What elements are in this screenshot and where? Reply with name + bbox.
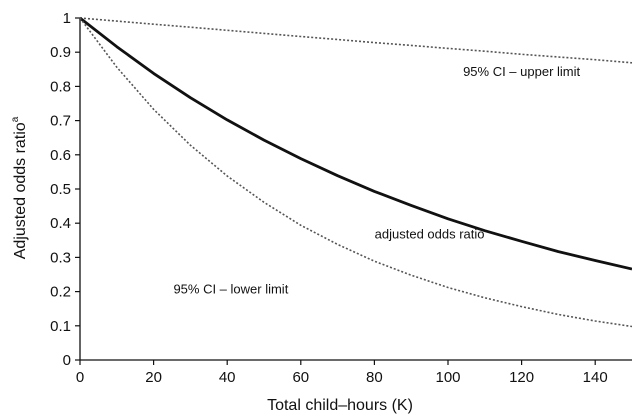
x-axis-title: Total child–hours (K) [267,397,413,414]
annotation-label: 95% CI – upper limit [463,64,580,79]
series-line-95-ci-upper-limit [79,17,632,64]
y-tick-label: 1 [63,10,71,27]
y-tick-label: 0.1 [50,318,71,335]
y-axis: 0 0.1 0.2 0.3 0.4 0.5 0.6 0.7 0.8 0.9 1 [50,10,81,369]
y-tick-label: 0.7 [50,113,71,130]
x-tick-label: 120 [509,369,534,386]
annotation-label: 95% CI – lower limit [173,281,288,296]
y-tick-label: 0 [63,352,71,369]
x-tick-label: 80 [366,369,383,386]
x-tick-label: 140 [583,369,608,386]
x-axis: 0 20 40 60 80 100 120 140 [76,359,632,386]
y-axis-title-superscript: a [10,116,21,122]
x-tick-label: 60 [292,369,309,386]
x-tick-label: 0 [76,369,84,386]
x-tick-label: 100 [435,369,460,386]
y-tick-label: 0.8 [50,78,71,95]
series-layer [79,16,632,328]
y-axis-title: Adjusted odds ratioa [10,116,29,259]
annotation-layer: 95% CI – upper limit adjusted odds ratio 9… [173,64,580,296]
y-tick-label: 0.4 [50,215,71,232]
y-tick-label: 0.2 [50,284,71,301]
y-tick-label: 0.9 [50,44,71,61]
y-tick-label: 0.6 [50,147,71,164]
y-axis-title-text: Adjusted odds ratio [12,122,29,259]
series-line-adjusted-odds-ratio [79,16,632,271]
series-line-95-ci-lower-limit [79,17,632,328]
y-tick-label: 0.5 [50,181,71,198]
x-tick-label: 20 [145,369,162,386]
y-tick-label: 0.3 [50,249,71,266]
x-tick-label: 40 [219,369,236,386]
annotation-label: adjusted odds ratio [375,227,485,242]
